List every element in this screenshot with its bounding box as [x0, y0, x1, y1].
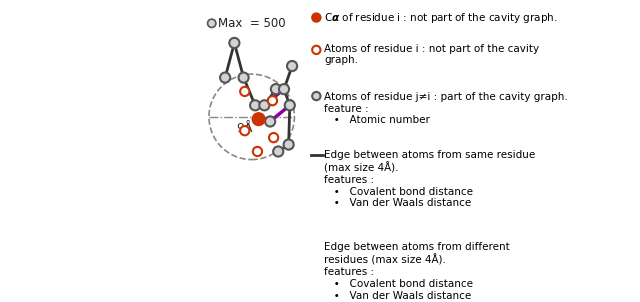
Circle shape — [312, 92, 321, 100]
Circle shape — [312, 13, 321, 22]
Circle shape — [312, 46, 321, 54]
Circle shape — [271, 84, 281, 94]
Circle shape — [285, 100, 295, 110]
Circle shape — [239, 72, 249, 83]
Circle shape — [287, 61, 297, 71]
Text: Max  = 500: Max = 500 — [218, 17, 285, 30]
Circle shape — [253, 147, 262, 156]
Circle shape — [268, 96, 277, 105]
Circle shape — [250, 100, 260, 110]
Circle shape — [240, 87, 250, 96]
Circle shape — [273, 146, 284, 156]
Text: 9Å: 9Å — [237, 122, 253, 135]
Text: Atoms of residue j≠i : part of the cavity graph.
feature :
   •   Atomic number: Atoms of residue j≠i : part of the cavit… — [324, 92, 568, 125]
Text: Edge between atoms from different
residues (max size 4Å).
features :
   •   Cova: Edge between atoms from different residu… — [324, 243, 510, 300]
Circle shape — [279, 84, 289, 94]
Text: C$\boldsymbol{\alpha}$ of residue i : not part of the cavity graph.: C$\boldsymbol{\alpha}$ of residue i : no… — [324, 11, 558, 24]
Circle shape — [229, 38, 239, 48]
Circle shape — [265, 116, 275, 127]
Circle shape — [240, 126, 250, 135]
Circle shape — [220, 72, 230, 83]
Text: Atoms of residue i : not part of the cavity
graph.: Atoms of residue i : not part of the cav… — [324, 44, 540, 66]
Circle shape — [259, 100, 269, 110]
Circle shape — [284, 140, 294, 149]
Circle shape — [207, 19, 216, 27]
Circle shape — [269, 133, 278, 142]
Text: Edge between atoms from same residue
(max size 4Å).
features :
   •   Covalent b: Edge between atoms from same residue (ma… — [324, 150, 536, 208]
Circle shape — [253, 113, 264, 125]
